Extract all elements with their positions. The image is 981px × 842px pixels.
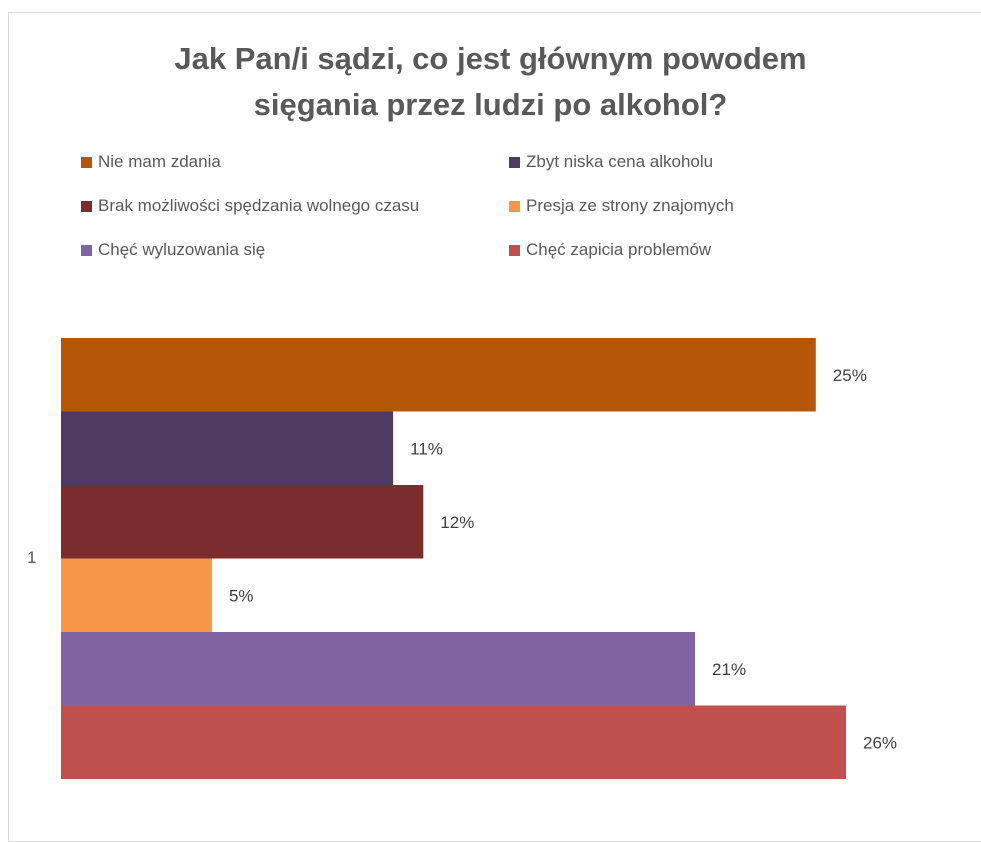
legend-item-zbyt-niska-cena: Zbyt niska cena alkoholu [509,152,713,172]
legend-item-zapicia: Chęć zapicia problemów [509,240,711,260]
data-label-2: 11% [410,439,443,458]
legend-label: Presja ze strony znajomych [526,196,734,215]
legend-swatch [509,156,520,168]
data-label-6: 26% [863,733,897,752]
data-label-1: 25% [833,366,867,385]
legend-swatch [509,244,520,256]
chart-title-line-2: sięgania przez ludzi po alkohol? [253,87,728,122]
legend-item-wyluzowania: Chęć wyluzowania się [81,240,265,260]
legend-swatch [81,156,92,168]
chart-title-line-1: Jak Pan/i sądzi, co jest głównym powodem [174,41,807,76]
legend-swatch [81,244,92,256]
legend-label: Zbyt niska cena alkoholu [526,152,714,171]
chart-title: Jak Pan/i sądzi, co jest głównym powodem… [0,36,981,128]
bar-6 [61,705,846,779]
legend-label: Brak możliwości spędzania wolnego czasu [98,196,420,215]
data-label-4: 5% [229,586,254,605]
legend-item-presja: Presja ze strony znajomych [509,196,734,216]
legend-swatch [509,200,520,212]
bar-1 [61,338,816,412]
legend-label: Chęć zapicia problemów [526,240,712,259]
bar-3 [61,485,424,559]
legend-label: Chęć wyluzowania się [98,240,266,259]
category-axis-label: 1 [27,548,37,567]
legend-item-nie-mam-zdania: Nie mam zdania [81,152,221,172]
legend-label: Nie mam zdania [98,152,221,171]
bar-2 [61,411,394,485]
data-label-5: 21% [712,660,746,679]
legend-item-brak-mozliwosci: Brak możliwości spędzania wolnego czasu [81,196,419,216]
legend-swatch [81,200,92,212]
bar-4 [61,558,212,632]
data-label-3: 12% [440,513,474,532]
bar-5 [61,632,696,706]
